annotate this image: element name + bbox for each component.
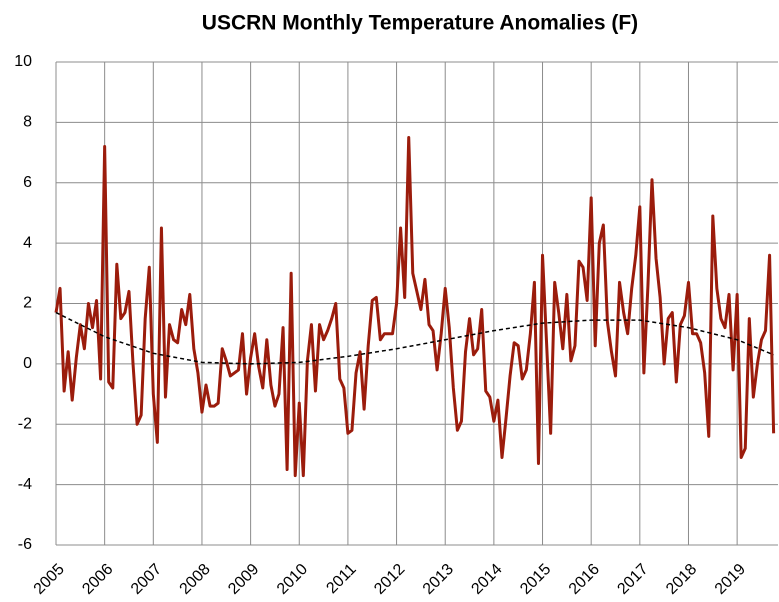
x-tick-label: 2009 [225, 561, 262, 598]
y-tick-label: -4 [18, 476, 32, 493]
x-tick-label: 2005 [31, 561, 68, 598]
y-tick-label: 4 [23, 234, 32, 251]
x-tick-label: 2014 [468, 561, 505, 598]
x-tick-label: 2011 [323, 561, 359, 597]
x-tick-label: 2018 [663, 561, 700, 598]
y-tick-label: 10 [14, 53, 32, 70]
x-tick-label: 2016 [566, 561, 603, 598]
y-tick-label: -6 [18, 536, 32, 553]
x-tick-label: 2017 [614, 561, 651, 598]
y-tick-label: 2 [23, 295, 32, 312]
x-tick-label: 2013 [420, 561, 457, 598]
x-tick-label: 2007 [128, 561, 165, 598]
y-tick-label: 8 [23, 114, 32, 131]
y-tick-label: -2 [18, 415, 32, 432]
chart-title: USCRN Monthly Temperature Anomalies (F) [202, 12, 638, 35]
x-tick-label: 2012 [371, 561, 408, 598]
x-tick-label: 2010 [274, 561, 311, 598]
data-line [54, 135, 776, 478]
x-tick-label: 2006 [79, 561, 116, 598]
x-tick-label: 2008 [177, 561, 214, 598]
y-tick-label: 0 [23, 355, 32, 372]
x-tick-label: 2015 [517, 561, 554, 598]
x-tick-label: 2019 [712, 561, 749, 598]
y-tick-label: 6 [23, 174, 32, 191]
